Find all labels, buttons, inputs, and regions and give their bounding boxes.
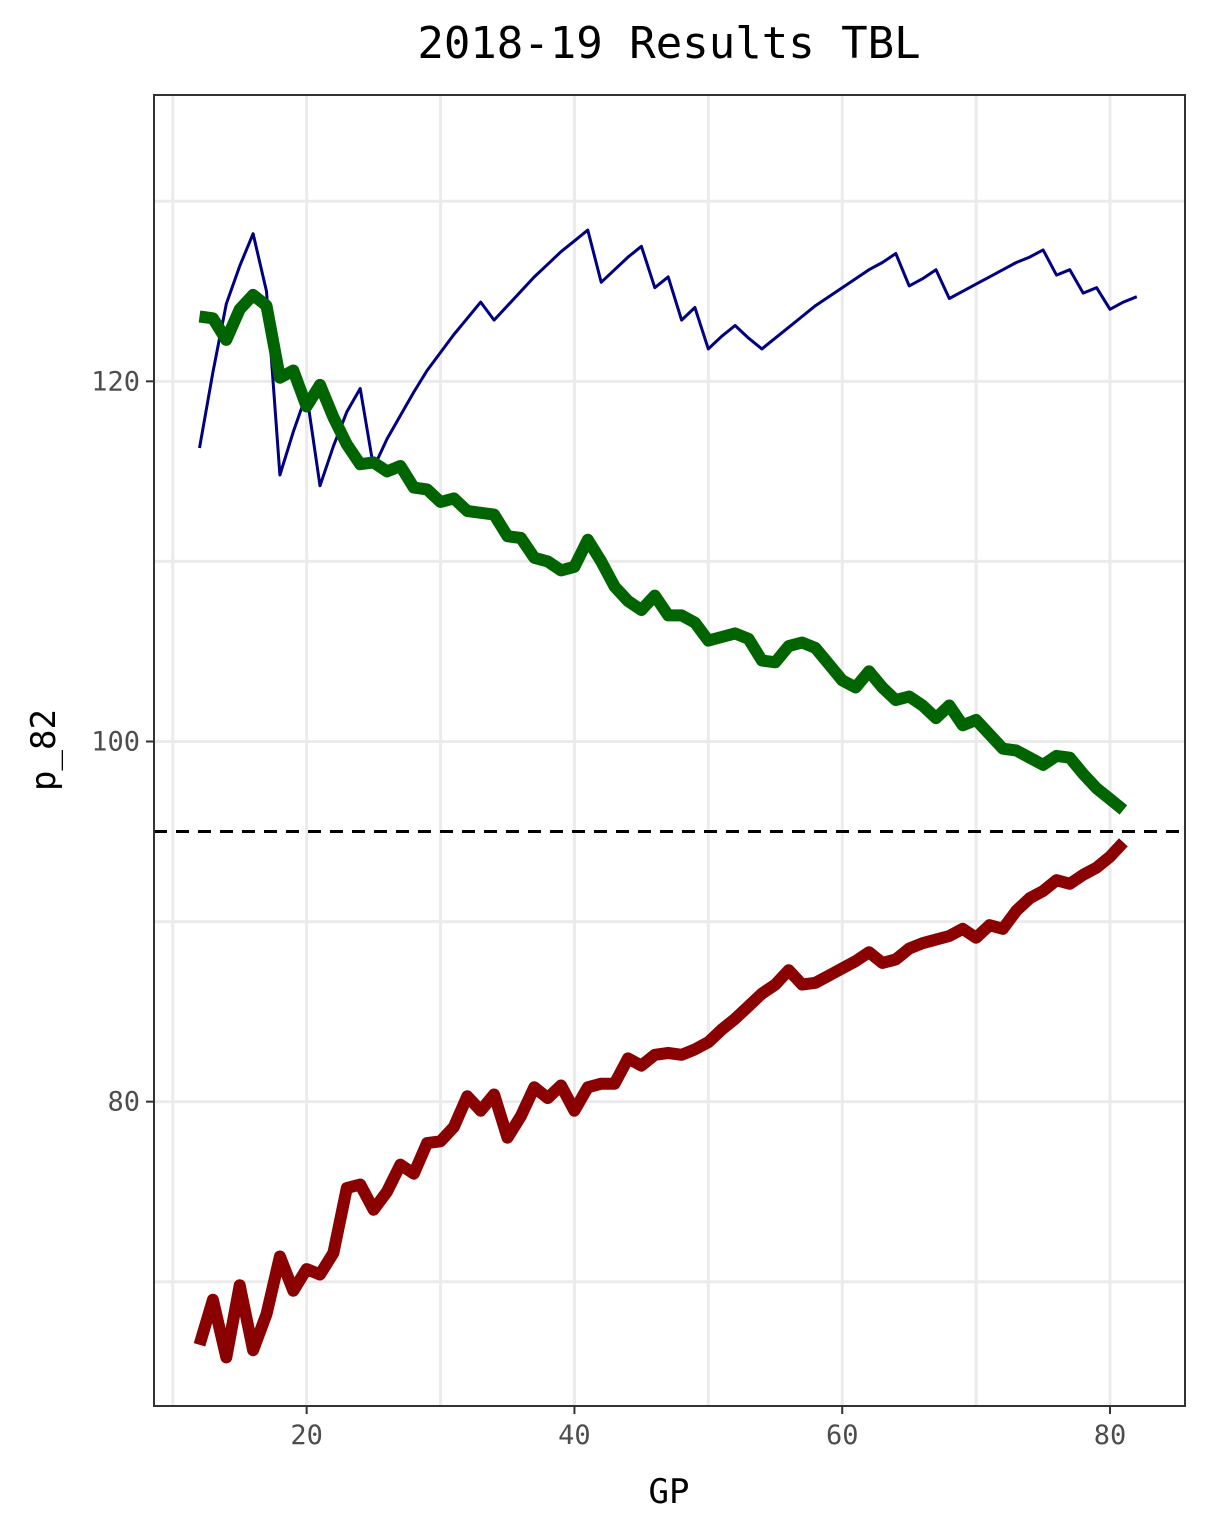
grid-lines [154, 95, 1185, 1406]
x-tick-label: 20 [290, 1420, 323, 1451]
y-axis-title: p_82 [24, 709, 64, 791]
y-tick-label: 100 [91, 726, 140, 757]
y-tick-label: 80 [107, 1087, 140, 1118]
series-line-1 [198, 228, 1138, 488]
axis-ticks: 20 40 60 80 80 100 120 [91, 366, 1126, 1451]
series-layer [193, 228, 1138, 1364]
x-tick-label: 40 [558, 1420, 591, 1451]
chart-title: 2018-19 Results TBL [417, 18, 920, 69]
y-tick-label: 120 [91, 366, 140, 397]
x-axis-title: GP [649, 1472, 690, 1512]
plot-frame [153, 94, 1186, 1407]
x-tick-label: 80 [1094, 1420, 1127, 1451]
x-tick-label: 60 [826, 1420, 859, 1451]
series-line-3 [193, 838, 1128, 1364]
series-line-2 [198, 288, 1128, 815]
